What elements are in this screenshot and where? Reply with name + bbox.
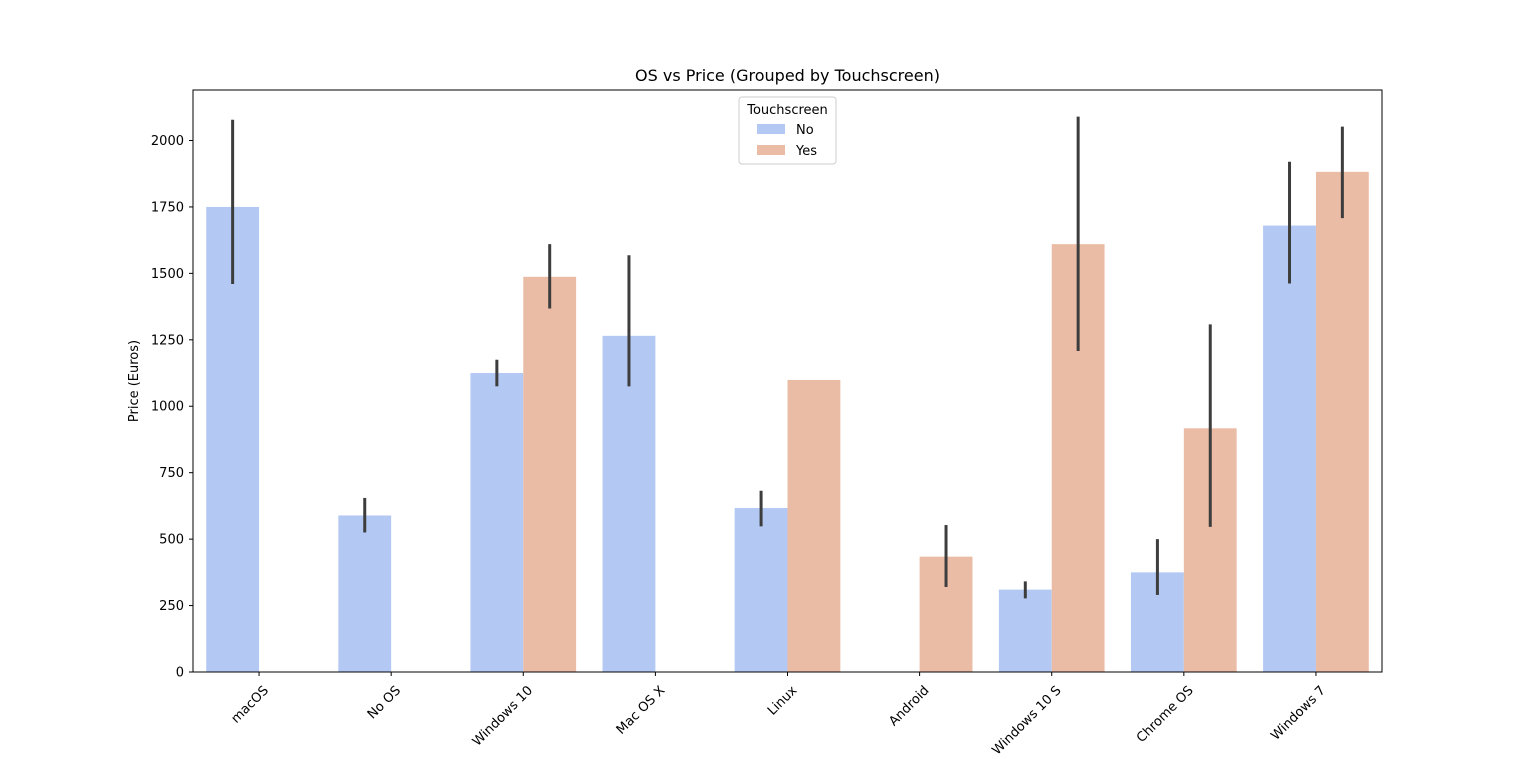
legend-title: Touchscreen bbox=[746, 103, 828, 118]
bar-no-6 bbox=[998, 589, 1052, 672]
bar-yes-8 bbox=[1315, 171, 1369, 672]
x-tick-label: Windows 10 S bbox=[990, 683, 1065, 754]
y-tick-label: 750 bbox=[159, 466, 184, 481]
x-axis: macOS No OS Windows 10 Mac OS X Linux Android… bbox=[229, 672, 1329, 758]
y-tick-label: 1250 bbox=[151, 333, 184, 348]
x-tick-label: Linux bbox=[765, 683, 801, 719]
bar-no-0 bbox=[206, 206, 260, 672]
y-tick-label: 1500 bbox=[151, 267, 184, 282]
x-tick-label: Windows 10 bbox=[470, 683, 536, 749]
x-tick-label: Windows 7 bbox=[1268, 683, 1328, 743]
x-tick-label: macOS bbox=[229, 683, 272, 726]
legend-swatch-yes bbox=[757, 145, 785, 155]
x-tick-label: Mac OS X bbox=[614, 683, 669, 738]
bar-no-3 bbox=[602, 335, 656, 672]
bar-no-8 bbox=[1263, 225, 1316, 672]
y-axis-label: Price (Euros) bbox=[127, 340, 142, 422]
y-tick-label: 0 bbox=[176, 666, 184, 681]
x-tick-label: Android bbox=[886, 683, 932, 729]
y-tick-label: 2000 bbox=[151, 134, 184, 149]
bar-no-4 bbox=[734, 508, 788, 672]
y-tick-label: 250 bbox=[159, 599, 184, 614]
bar-yes-2 bbox=[523, 276, 577, 672]
bar-yes-4 bbox=[787, 379, 841, 672]
y-tick-label: 1000 bbox=[151, 400, 184, 415]
y-axis: 0 250 500 750 1000 1250 1500 1750 2000 bbox=[151, 134, 193, 681]
legend-swatch-no bbox=[757, 124, 785, 134]
y-tick-label: 1750 bbox=[151, 200, 184, 215]
x-tick-label: No OS bbox=[365, 683, 404, 722]
legend-label-no: No bbox=[796, 123, 814, 138]
bar-no-2 bbox=[470, 373, 524, 672]
legend[interactable]: Touchscreen No Yes bbox=[738, 96, 837, 165]
x-tick-label: Chrome OS bbox=[1134, 683, 1197, 746]
legend-label-yes: Yes bbox=[795, 144, 817, 159]
chart-title: OS vs Price (Grouped by Touchscreen) bbox=[635, 66, 940, 85]
bar-no-1 bbox=[338, 515, 392, 672]
error-bars-layer bbox=[231, 116, 1344, 599]
bars-layer bbox=[206, 171, 1369, 672]
y-tick-label: 500 bbox=[159, 533, 184, 548]
